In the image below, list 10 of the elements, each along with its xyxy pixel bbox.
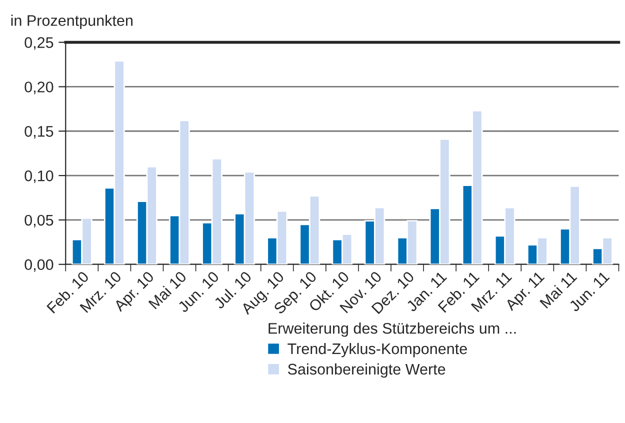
y-tick-label: 0,00 [24,259,54,272]
y-tick-label: 0,25 [24,37,54,50]
legend-label: Trend-Zyklus-Komponente [288,342,467,358]
y-tick-label: 0,05 [24,214,54,228]
y-tick-label: 0,10 [24,170,54,184]
y-tick-label: 0,15 [24,126,54,139]
legend-title: Erweiterung des Stützbereichs um ... [268,322,516,337]
y-axis-title: in Prozentpunkten [11,14,132,29]
legend-label: Saisonbereinigte Werte [288,363,446,378]
y-tick-label: 0,20 [24,82,54,94]
